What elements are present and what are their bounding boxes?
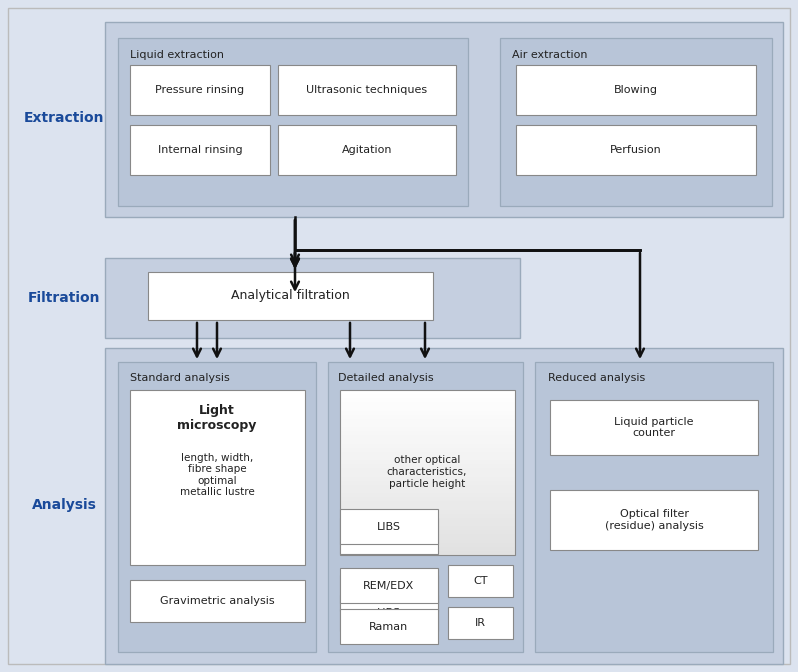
Bar xyxy=(340,575,438,611)
Bar xyxy=(340,415,515,419)
Bar xyxy=(105,348,783,664)
Bar xyxy=(340,435,515,440)
Text: Liquid extraction: Liquid extraction xyxy=(130,50,224,60)
Bar xyxy=(340,439,515,444)
Bar xyxy=(105,258,520,338)
Bar xyxy=(448,565,513,597)
Text: Analytical filtration: Analytical filtration xyxy=(231,290,350,302)
Text: LIBS: LIBS xyxy=(377,608,401,618)
Bar xyxy=(340,501,515,506)
Text: Optical filter
(residue) analysis: Optical filter (residue) analysis xyxy=(605,509,703,531)
Bar xyxy=(340,522,515,527)
Bar xyxy=(340,568,438,603)
Text: other optical
characteristics,
particle height: other optical characteristics, particle … xyxy=(387,456,467,489)
Bar xyxy=(340,468,515,473)
Bar xyxy=(328,362,523,652)
Text: LIBS: LIBS xyxy=(377,521,401,532)
Bar xyxy=(340,518,438,554)
Bar xyxy=(500,38,772,206)
Bar xyxy=(278,65,456,115)
Bar xyxy=(516,65,756,115)
Bar xyxy=(340,609,438,644)
Text: Extraction: Extraction xyxy=(24,111,105,125)
Bar xyxy=(340,530,515,535)
Bar xyxy=(340,497,515,502)
Bar xyxy=(340,534,515,539)
Bar xyxy=(550,400,758,455)
Bar xyxy=(340,452,515,456)
Bar xyxy=(340,505,515,510)
Bar xyxy=(118,362,316,652)
Bar xyxy=(105,22,783,217)
Bar xyxy=(340,551,515,556)
Text: Liquid particle
counter: Liquid particle counter xyxy=(614,417,693,438)
Bar xyxy=(340,407,515,411)
Text: Air extraction: Air extraction xyxy=(512,50,587,60)
Text: Light
microscopy: Light microscopy xyxy=(177,404,257,432)
Bar xyxy=(340,460,515,465)
Bar xyxy=(516,125,756,175)
Bar xyxy=(550,490,758,550)
Bar xyxy=(340,476,515,481)
Bar xyxy=(340,394,515,398)
Bar xyxy=(340,526,515,531)
Bar xyxy=(340,431,515,436)
Text: Perfusion: Perfusion xyxy=(610,145,662,155)
Bar xyxy=(340,485,515,489)
Bar xyxy=(340,518,515,523)
Text: Filtration: Filtration xyxy=(28,291,101,305)
Bar xyxy=(148,272,433,320)
Bar xyxy=(130,125,270,175)
Text: Detailed analysis: Detailed analysis xyxy=(338,373,433,383)
Bar xyxy=(340,480,515,485)
Bar xyxy=(340,542,515,547)
Bar xyxy=(340,390,515,555)
Text: Pressure rinsing: Pressure rinsing xyxy=(156,85,244,95)
Bar xyxy=(340,493,515,498)
Text: Raman: Raman xyxy=(369,622,409,632)
Bar xyxy=(340,398,515,403)
Bar xyxy=(448,607,513,639)
Bar xyxy=(340,390,515,394)
Bar xyxy=(340,489,515,494)
Text: Gravimetric analysis: Gravimetric analysis xyxy=(160,596,275,606)
Text: Reduced analysis: Reduced analysis xyxy=(548,373,646,383)
Bar xyxy=(340,403,515,407)
Bar xyxy=(340,509,438,544)
Text: Analysis: Analysis xyxy=(32,498,97,512)
Bar xyxy=(340,427,515,431)
Bar xyxy=(340,509,515,514)
Text: CT: CT xyxy=(473,576,488,586)
Bar xyxy=(340,514,515,518)
Text: Agitation: Agitation xyxy=(342,145,393,155)
Text: IR: IR xyxy=(475,618,486,628)
Bar xyxy=(340,448,515,452)
Bar xyxy=(340,411,515,415)
Bar xyxy=(118,38,468,206)
Text: REM/EDX: REM/EDX xyxy=(363,588,415,598)
Bar xyxy=(340,547,515,551)
Text: length, width,
fibre shape
optimal
metallic lustre: length, width, fibre shape optimal metal… xyxy=(180,453,255,497)
Bar xyxy=(340,464,515,469)
Bar xyxy=(130,65,270,115)
Text: LIBS: LIBS xyxy=(377,531,401,541)
Bar xyxy=(278,125,456,175)
Bar xyxy=(340,595,438,631)
Text: Standard analysis: Standard analysis xyxy=(130,373,230,383)
Text: Blowing: Blowing xyxy=(614,85,658,95)
Bar xyxy=(340,444,515,448)
Text: REM/EDX: REM/EDX xyxy=(363,581,415,591)
Bar xyxy=(340,472,515,477)
Bar xyxy=(130,580,305,622)
Text: Internal rinsing: Internal rinsing xyxy=(158,145,243,155)
Bar xyxy=(340,538,515,543)
Bar xyxy=(130,390,305,565)
Bar xyxy=(340,423,515,427)
Bar xyxy=(340,456,515,460)
Text: Ultrasonic techniques: Ultrasonic techniques xyxy=(306,85,428,95)
Bar xyxy=(340,419,515,423)
Bar xyxy=(535,362,773,652)
